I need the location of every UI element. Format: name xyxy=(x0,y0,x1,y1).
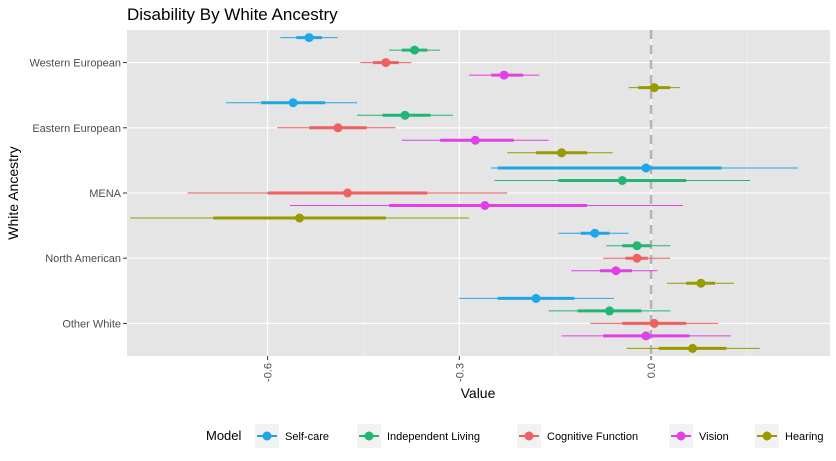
estimate-dot xyxy=(649,318,659,328)
point-vision-eastern-european xyxy=(401,135,549,145)
legend-key-dot xyxy=(676,431,686,441)
estimate-dot xyxy=(641,331,651,341)
x-tick-label: -0.3 xyxy=(454,363,466,382)
legend-title: Model xyxy=(206,428,242,443)
point-vision-western-european xyxy=(468,70,540,80)
legend-label: Hearing xyxy=(785,431,824,443)
point-cognitive-function-north-american xyxy=(603,253,671,263)
legend-label: Independent Living xyxy=(387,431,480,443)
y-tick-label: MENA xyxy=(89,188,121,200)
estimate-dot xyxy=(304,33,314,43)
legend-label: Cognitive Function xyxy=(547,431,638,443)
point-hearing-eastern-european xyxy=(507,148,613,158)
point-cognitive-function-mena xyxy=(187,188,508,198)
estimate-dot xyxy=(480,201,490,210)
legend-label: Vision xyxy=(699,431,729,443)
legend-item-vision: Vision xyxy=(669,424,729,448)
point-hearing-western-european xyxy=(628,83,680,93)
estimate-dot xyxy=(649,83,659,93)
estimate-dot xyxy=(696,278,706,288)
point-vision-other-white xyxy=(561,331,731,341)
point-hearing-mena xyxy=(130,213,469,223)
legend-item-hearing: Hearing xyxy=(755,424,824,448)
estimate-dot xyxy=(605,306,615,316)
estimate-dot xyxy=(590,228,600,238)
legend-key-dot xyxy=(762,431,772,441)
point-independent-living-other-white xyxy=(548,306,671,316)
point-self-care-mena xyxy=(491,163,799,173)
point-independent-living-western-european xyxy=(389,45,441,55)
y-axis-title: White Ancestry xyxy=(5,146,21,239)
estimate-dot xyxy=(632,241,642,251)
estimate-dot xyxy=(557,148,567,158)
point-vision-mena xyxy=(289,201,684,210)
estimate-dot xyxy=(632,253,642,263)
estimate-dot xyxy=(499,70,509,80)
point-vision-north-american xyxy=(571,266,658,276)
x-axis: -0.6 -0.3 0.0 xyxy=(263,356,658,382)
estimate-dot xyxy=(617,176,627,185)
estimate-dot xyxy=(470,135,480,145)
estimate-dot xyxy=(400,110,410,120)
point-hearing-other-white xyxy=(626,343,760,353)
x-axis-title: Value xyxy=(461,385,496,401)
y-axis: Western European Eastern European MENA Nort… xyxy=(29,58,127,330)
estimate-dot xyxy=(288,98,298,108)
estimate-dot xyxy=(333,123,343,133)
y-tick-label: Western European xyxy=(29,58,121,70)
point-independent-living-mena xyxy=(494,176,751,185)
x-tick-label: -0.6 xyxy=(263,363,275,382)
point-cognitive-function-other-white xyxy=(590,318,719,328)
legend-key-dot xyxy=(524,431,534,441)
estimate-dot xyxy=(342,188,352,198)
legend-item-cognitive-function: Cognitive Function xyxy=(517,424,638,448)
legend-key-dot xyxy=(262,431,272,441)
estimate-dot xyxy=(641,163,651,173)
point-self-care-other-white xyxy=(459,293,614,303)
estimate-dot xyxy=(611,266,621,276)
y-tick-label: Other White xyxy=(62,318,121,330)
estimate-dot xyxy=(295,213,305,223)
legend: Model Self-care Independent Living Cogniti… xyxy=(206,424,824,448)
point-self-care-eastern-european xyxy=(226,98,358,108)
estimate-dot xyxy=(410,45,420,55)
legend-key-dot xyxy=(364,431,374,441)
point-independent-living-north-american xyxy=(606,241,671,251)
estimate-dot xyxy=(381,58,391,68)
point-hearing-north-american xyxy=(667,278,735,288)
point-self-care-western-european xyxy=(280,33,338,43)
estimate-dot xyxy=(688,343,698,353)
chart-title: Disability By White Ancestry xyxy=(127,5,338,24)
point-independent-living-eastern-european xyxy=(357,110,453,120)
point-cognitive-function-western-european xyxy=(360,58,412,68)
legend-item-independent-living: Independent Living xyxy=(357,424,480,448)
x-tick-label: 0.0 xyxy=(646,363,658,378)
point-cognitive-function-eastern-european xyxy=(277,123,396,133)
y-tick-label: North American xyxy=(45,253,121,265)
plot-marks xyxy=(130,33,799,353)
y-tick-label: Eastern European xyxy=(32,123,121,135)
legend-item-self-care: Self-care xyxy=(255,424,329,448)
estimate-dot xyxy=(531,293,541,303)
point-self-care-north-american xyxy=(558,228,629,238)
legend-label: Self-care xyxy=(285,431,329,443)
